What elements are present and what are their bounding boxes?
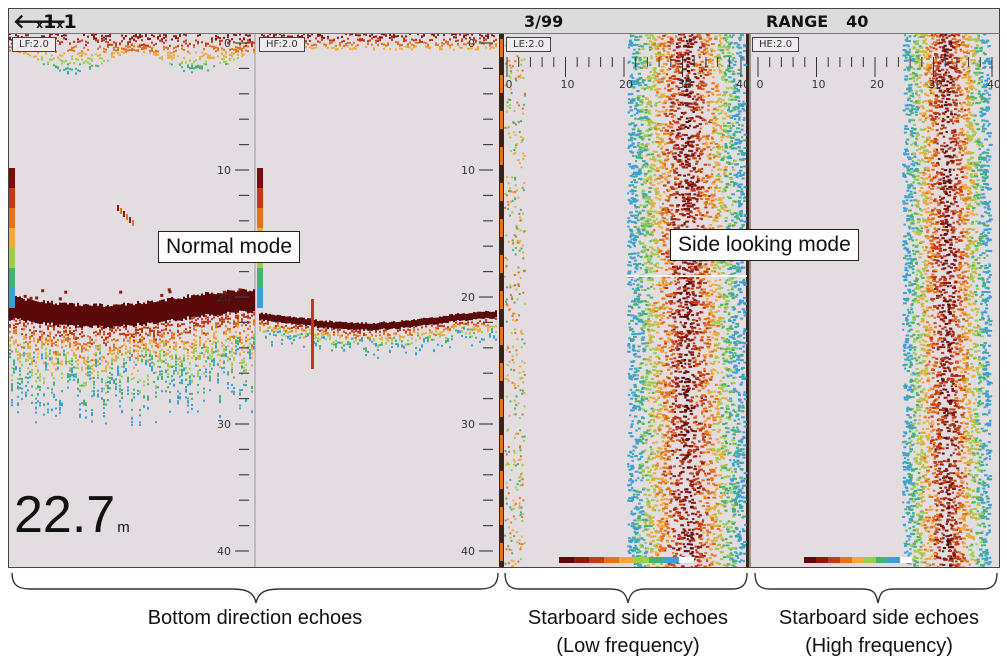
image-counter: 3/99 [524,12,564,31]
range-tick-label-he: 0 [757,78,764,91]
depth-tick-label-lf: 10 [217,164,231,177]
status-bar: 🡐 x1x1 3/99 RANGE 40 [8,8,1000,34]
depth-tick-label-lf: 0 [224,37,231,50]
depth-tick-label-hf: 40 [461,545,475,558]
depth-tick-label-lf: 40 [217,545,231,558]
range-indicator: RANGE 40 [766,12,869,31]
range-tick-label-he: 10 [812,78,826,91]
scales: 0 10 20 30 40 0 10 20 30 40 0 10 20 30 40 0 10 20 30 40 [217,37,999,558]
depth-readout: 22.7 m [14,486,130,544]
echo-returns [9,33,993,567]
caption-braces [11,572,998,604]
depth-tick-label-hf: 30 [461,418,475,431]
depth-tick-label-hf: 0 [468,37,475,50]
range-tick-label-le: 30 [678,78,692,91]
hf-gain-tag: HF:2.0 [259,37,305,52]
depth-tick-label-lf: 30 [217,418,231,431]
caption-bottom-echoes: Bottom direction echoes [147,607,363,629]
caption-low-frequency: Starboard side echoes (Low frequency) [527,607,729,657]
le-gain-tag: LE:2.0 [506,37,552,52]
echo-canvas: 0 10 20 30 40 0 10 20 30 40 0 10 20 30 40 0 10 20 30 40 [9,33,999,567]
range-tick-label-le: 0 [506,78,513,91]
zoom-indicator: x1x1 [36,11,77,33]
caption-high-frequency: Starboard side echoes (High frequency) [778,607,980,657]
normal-mode-callout: Normal mode [158,231,301,263]
lf-gain-tag: LF:2.0 [12,37,56,52]
range-tick-label-he: 30 [929,78,943,91]
side-looking-mode-callout: Side looking mode [670,229,859,261]
range-tick-label-he: 40 [987,78,999,91]
depth-tick-label-lf: 20 [217,291,231,304]
depth-tick-label-hf: 10 [461,164,475,177]
range-tick-label-le: 40 [736,78,750,91]
he-gain-tag: HE:2.0 [752,37,800,52]
range-tick-label-he: 20 [870,78,884,91]
range-tick-label-le: 10 [561,78,575,91]
back-arrow-icon[interactable]: 🡐 [13,9,67,33]
depth-tick-label-hf: 20 [461,291,475,304]
range-tick-label-le: 20 [619,78,633,91]
